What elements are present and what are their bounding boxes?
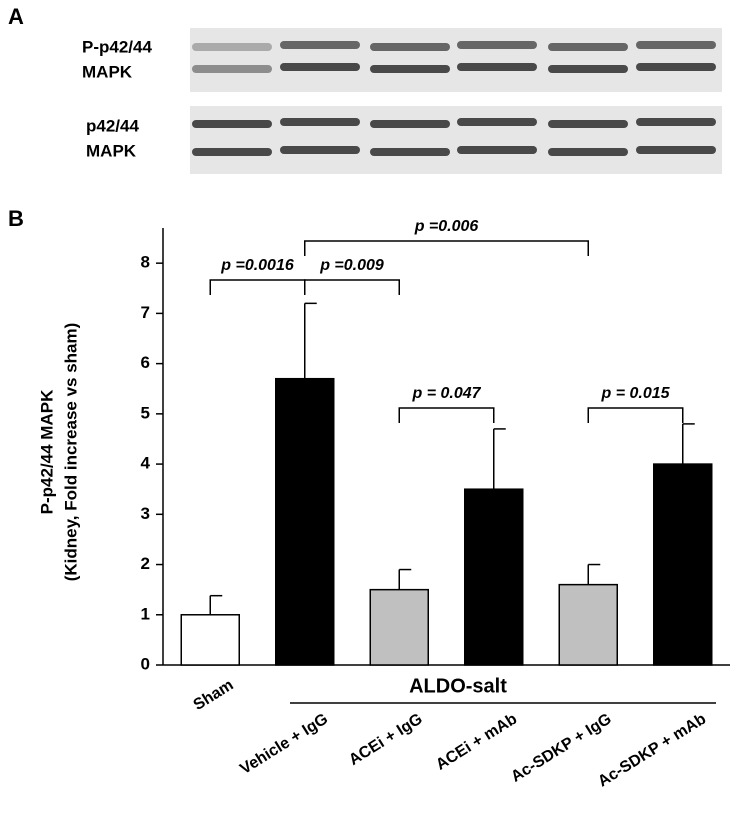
bracket [587, 407, 684, 423]
blot-label: P-p42/44 [82, 37, 152, 56]
annotation: p = 0.047 [411, 385, 481, 402]
group-label: ALDO-salt [409, 675, 507, 697]
y-tick-label: 2 [141, 554, 150, 573]
blot-band [280, 118, 360, 126]
y-tick-label: 3 [141, 504, 150, 523]
annotation: p = 0.015 [600, 385, 670, 402]
blot-band [548, 148, 628, 156]
y-tick-label: 1 [141, 604, 150, 623]
y-tick-label: 0 [141, 654, 150, 673]
y-axis-label: (Kidney, Fold increase vs sham) [61, 323, 80, 582]
bar [653, 463, 713, 666]
blot-band [548, 120, 628, 128]
blot-band [457, 41, 537, 49]
bracket [398, 407, 495, 423]
blot-background [190, 106, 722, 174]
blot-band [370, 43, 450, 51]
blot-band [457, 63, 537, 71]
annotation: p =0.009 [319, 257, 384, 274]
bracket [209, 279, 306, 295]
blot-band [636, 63, 716, 71]
annotation: p =0.0016 [220, 257, 294, 274]
panel-label: A [8, 4, 24, 29]
bracket [304, 240, 589, 256]
bar [180, 614, 240, 666]
blot-band [192, 120, 272, 128]
blot-label: MAPK [82, 62, 133, 81]
blot-band [457, 146, 537, 154]
panel-label: B [8, 206, 24, 231]
bracket [304, 279, 400, 295]
blot-band [192, 148, 272, 156]
y-tick-label: 4 [141, 454, 151, 473]
blot-band [280, 63, 360, 71]
y-tick-label: 8 [141, 253, 150, 272]
bar [275, 377, 335, 666]
western-blot [190, 28, 722, 174]
x-tick-label: ACEi + mAb [433, 710, 520, 773]
blot-band [370, 120, 450, 128]
bar [558, 583, 618, 666]
blot-band [192, 65, 272, 73]
blot-band [280, 146, 360, 154]
blot-band [192, 43, 272, 51]
blot-band [636, 146, 716, 154]
bar [464, 488, 524, 666]
y-axis-label: P-p42/44 MAPK [37, 389, 56, 514]
blot-label: MAPK [86, 141, 137, 160]
blot-band [280, 41, 360, 49]
blot-band [636, 118, 716, 126]
x-tick-label: Vehicle + IgG [237, 711, 331, 778]
bar [369, 588, 429, 666]
blot-background [190, 28, 722, 92]
blot-band [548, 65, 628, 73]
blot-band [636, 41, 716, 49]
y-tick-label: 5 [141, 403, 150, 422]
y-tick-label: 7 [141, 303, 150, 322]
blot-band [548, 43, 628, 51]
x-tick-label: ACEi + IgG [346, 711, 426, 769]
blot-band [457, 118, 537, 126]
blot-band [370, 65, 450, 73]
y-tick-label: 6 [141, 353, 150, 372]
blot-label: p42/44 [86, 116, 139, 135]
annotation: p =0.006 [414, 218, 479, 235]
x-tick-label: Sham [191, 677, 237, 715]
blot-band [370, 148, 450, 156]
